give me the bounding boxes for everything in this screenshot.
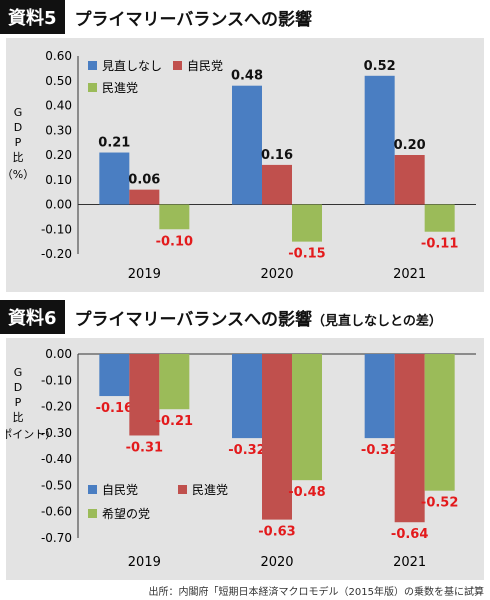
y-axis-label-part: D bbox=[14, 121, 22, 134]
y-tick-label: -0.60 bbox=[41, 505, 72, 519]
y-axis-label-part: G bbox=[14, 366, 23, 379]
source-note: 出所：内閣府「短期日本経済マクロモデル（2015年版）の乗数を基に試算 bbox=[148, 587, 484, 598]
data-label: -0.21 bbox=[156, 414, 193, 429]
chart6-title: プライマリーバランスへの影響（見直しなしとの差） bbox=[75, 305, 442, 330]
data-label: -0.32 bbox=[228, 443, 265, 458]
data-label: -0.64 bbox=[391, 527, 428, 542]
y-tick-label: 0.50 bbox=[45, 74, 72, 88]
data-label: -0.31 bbox=[126, 440, 163, 455]
data-label: 0.06 bbox=[128, 173, 160, 188]
chart5-title: プライマリーバランスへの影響 bbox=[74, 9, 313, 30]
data-label: 0.20 bbox=[394, 138, 426, 153]
bar-見直しなし bbox=[364, 75, 395, 205]
bar-自民党 bbox=[129, 189, 160, 205]
bar-自民党 bbox=[232, 354, 262, 439]
data-label: 0.21 bbox=[98, 136, 130, 151]
data-label: 0.52 bbox=[364, 59, 396, 74]
chart6-header: 資料6 プライマリーバランスへの影響（見直しなしとの差） bbox=[0, 300, 442, 334]
data-label: -0.11 bbox=[421, 237, 458, 252]
bar-見直しなし bbox=[99, 152, 130, 205]
bar-民進党 bbox=[262, 354, 292, 520]
y-axis-label-part: 比 bbox=[13, 151, 24, 164]
y-axis-label-part: P bbox=[15, 396, 22, 409]
data-label: 0.16 bbox=[261, 148, 293, 163]
y-tick-label: -0.20 bbox=[41, 247, 72, 261]
legend-swatch bbox=[88, 61, 97, 70]
y-tick-label: -0.40 bbox=[41, 452, 72, 466]
legend-label: 自民党 bbox=[102, 482, 138, 497]
data-label: 0.48 bbox=[231, 69, 263, 84]
y-tick-label: -0.70 bbox=[41, 531, 72, 545]
y-tick-label: 0.00 bbox=[45, 347, 72, 361]
x-tick-label: 2020 bbox=[260, 267, 293, 282]
chart6-title-text: プライマリーバランスへの影響 bbox=[74, 309, 313, 330]
x-tick-label: 2021 bbox=[393, 267, 426, 282]
data-label: -0.10 bbox=[156, 234, 193, 249]
data-label: -0.32 bbox=[361, 443, 398, 458]
legend-label: 希望の党 bbox=[102, 506, 150, 521]
legend-label: 民進党 bbox=[102, 80, 138, 95]
y-tick-label: 0.30 bbox=[45, 123, 72, 137]
bar-見直しなし bbox=[232, 85, 262, 205]
x-tick-label: 2021 bbox=[393, 555, 426, 570]
y-axis-label-part: 比 bbox=[13, 411, 24, 424]
y-tick-label: 0.10 bbox=[45, 173, 72, 187]
chart6-subtitle: （見直しなしとの差） bbox=[312, 313, 442, 329]
y-tick-label: -0.50 bbox=[41, 478, 72, 492]
bar-民進党 bbox=[394, 354, 425, 523]
bar-民進党 bbox=[292, 204, 322, 242]
chart6-badge: 資料6 bbox=[0, 300, 65, 334]
y-tick-label: 0.00 bbox=[45, 198, 72, 212]
y-tick-label: -0.10 bbox=[41, 373, 72, 387]
bar-民進党 bbox=[424, 204, 455, 232]
data-label: -0.63 bbox=[258, 525, 295, 540]
y-tick-label: -0.10 bbox=[41, 222, 72, 236]
x-tick-label: 2019 bbox=[128, 267, 161, 282]
x-tick-label: 2019 bbox=[128, 555, 161, 570]
y-axis-label-part: G bbox=[14, 106, 23, 119]
bar-希望の党 bbox=[159, 354, 190, 410]
bar-自民党 bbox=[262, 164, 292, 205]
x-tick-label: 2020 bbox=[260, 555, 293, 570]
data-label: -0.52 bbox=[421, 496, 458, 511]
bar-希望の党 bbox=[424, 354, 455, 491]
y-axis-label-part: P bbox=[15, 136, 22, 149]
chart5-badge: 資料5 bbox=[0, 0, 65, 34]
bar-自民党 bbox=[364, 354, 395, 439]
data-label: -0.48 bbox=[288, 485, 325, 500]
legend-swatch bbox=[88, 83, 97, 92]
y-tick-label: 0.20 bbox=[45, 148, 72, 162]
bar-自民党 bbox=[99, 354, 130, 397]
bar-自民党 bbox=[394, 155, 425, 205]
y-tick-label: 0.40 bbox=[45, 99, 72, 113]
y-axis-label-part: （%） bbox=[6, 168, 34, 181]
y-axis-label-part: （%ポイント） bbox=[6, 428, 56, 441]
bar-民進党 bbox=[159, 204, 190, 230]
bar-民進党 bbox=[129, 354, 160, 436]
legend-label: 民進党 bbox=[192, 482, 228, 497]
legend-label: 自民党 bbox=[187, 58, 223, 73]
data-label: -0.16 bbox=[96, 401, 133, 416]
legend-swatch bbox=[88, 485, 97, 494]
y-tick-label: 0.60 bbox=[45, 49, 72, 63]
chart5-header: 資料5 プライマリーバランスへの影響 bbox=[0, 0, 312, 34]
legend-label: 見直しなし bbox=[102, 59, 162, 73]
y-tick-label: -0.20 bbox=[41, 400, 72, 414]
bar-希望の党 bbox=[292, 354, 322, 481]
legend-swatch bbox=[173, 61, 182, 70]
legend-swatch bbox=[178, 485, 187, 494]
y-axis-label-part: D bbox=[14, 381, 22, 394]
legend-swatch bbox=[88, 509, 97, 518]
y-tick-label: -0.30 bbox=[41, 426, 72, 440]
data-label: -0.15 bbox=[288, 247, 325, 262]
